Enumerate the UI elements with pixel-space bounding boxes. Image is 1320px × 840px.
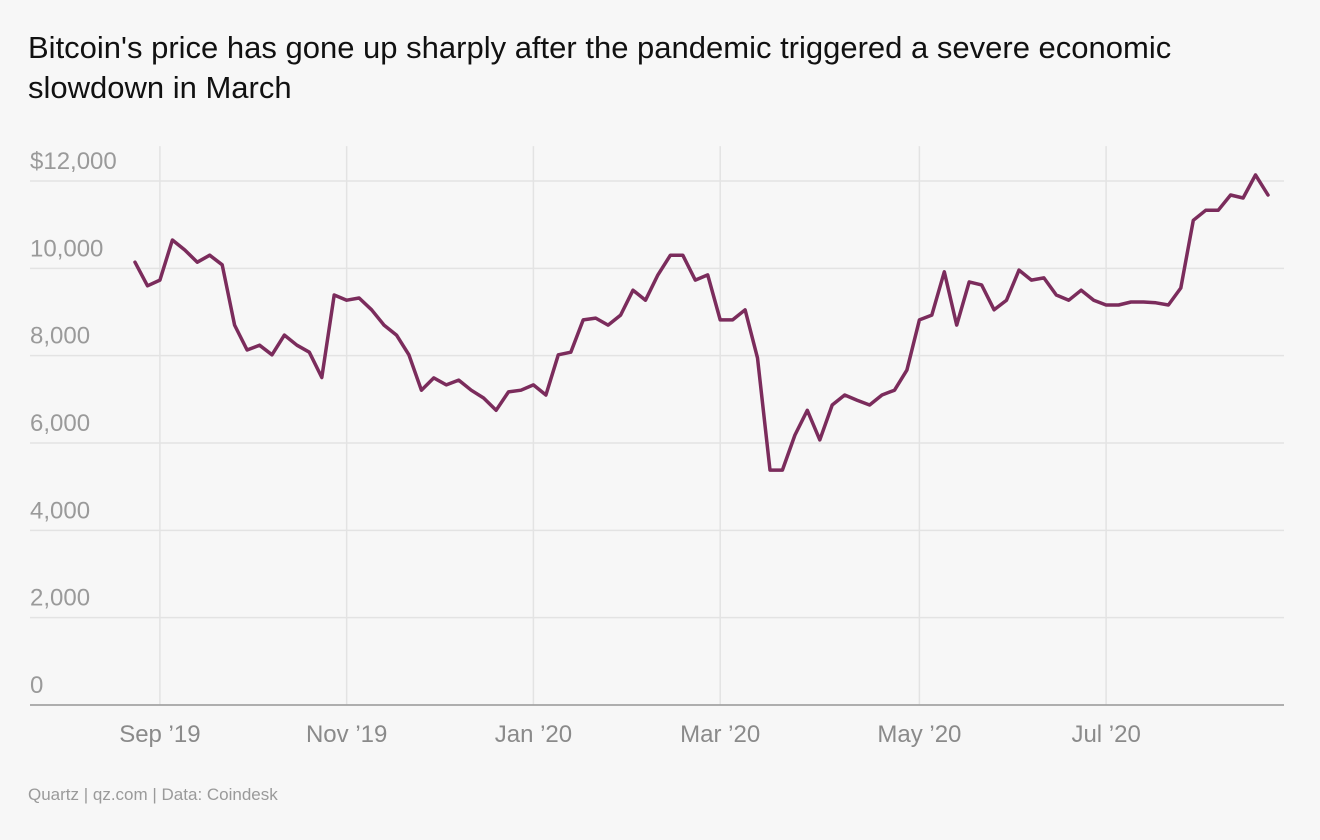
y-tick-label: 10,000 bbox=[30, 235, 103, 262]
x-tick-label: Mar ’20 bbox=[680, 721, 760, 748]
price-line bbox=[133, 173, 1270, 472]
y-tick-label: 2,000 bbox=[30, 585, 90, 612]
y-tick-label: $12,000 bbox=[30, 148, 117, 175]
x-tick-label: May ’20 bbox=[877, 721, 961, 748]
y-tick-label: 4,000 bbox=[30, 497, 90, 524]
x-tick-label: Jul ’20 bbox=[1071, 721, 1140, 748]
y-tick-label: 6,000 bbox=[30, 410, 90, 437]
chart-title: Bitcoin's price has gone up sharply afte… bbox=[28, 30, 1172, 105]
y-tick-label: 8,000 bbox=[30, 323, 90, 350]
y-tick-label: 0 bbox=[30, 672, 43, 699]
x-tick-label: Jan ’20 bbox=[495, 721, 572, 748]
x-tick-label: Nov ’19 bbox=[306, 721, 387, 748]
x-tick-label: Sep ’19 bbox=[119, 721, 200, 748]
source-note: Quartz | qz.com | Data: Coindesk bbox=[28, 785, 278, 804]
